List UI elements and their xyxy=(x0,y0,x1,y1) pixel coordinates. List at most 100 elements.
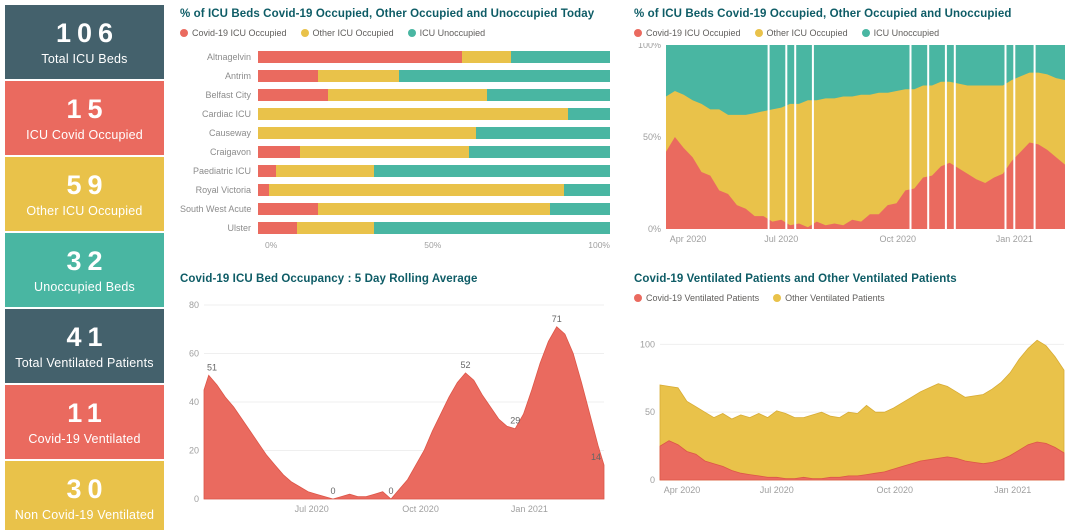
legend-item[interactable]: Covid-19 ICU Occupied xyxy=(634,28,741,38)
bar-segment-yellow[interactable] xyxy=(296,221,375,234)
category-label: Belfast City xyxy=(205,89,251,100)
bar-segment-red[interactable] xyxy=(258,88,329,101)
stacked-area-chart: 0% 50% 100% Apr 2020 Jul 2020 Oct 2020 Jan 202… xyxy=(634,40,1070,245)
legend-label: Other ICU Occupied xyxy=(766,28,848,38)
bar-row: Antrim xyxy=(180,66,610,85)
y-tick-label: 80 xyxy=(189,300,199,310)
bar-segment-teal[interactable] xyxy=(398,69,610,82)
bar-segment-yellow[interactable] xyxy=(328,88,487,101)
panel-icu-occupancy-rolling: Covid-19 ICU Bed Occupancy : 5 Day Rolli… xyxy=(168,265,620,530)
x-tick-label: 50% xyxy=(424,240,442,250)
bar-segment-teal[interactable] xyxy=(374,164,610,177)
kpi-value: 59 xyxy=(66,170,109,200)
legend-label: ICU Unoccupied xyxy=(873,28,940,38)
bar-segment-red[interactable] xyxy=(258,145,301,158)
bar-row: Craigavon xyxy=(180,142,610,161)
legend-label: Covid-19 ICU Occupied xyxy=(646,28,741,38)
bar-segment-yellow[interactable] xyxy=(462,50,512,63)
missing-data-gap xyxy=(1013,45,1016,229)
legend-item[interactable]: Other Ventilated Patients xyxy=(773,293,885,303)
bar-segment-yellow[interactable] xyxy=(275,164,375,177)
bar-segment-teal[interactable] xyxy=(476,126,610,139)
legend-item[interactable]: Other ICU Occupied xyxy=(754,28,848,38)
category-label: Causeway xyxy=(208,127,251,138)
x-tick-label: Jul 2020 xyxy=(760,485,794,495)
kpi-label: Non Covid-19 Ventilated xyxy=(14,508,155,522)
kpi-card[interactable]: 41 Total Ventilated Patients xyxy=(5,309,164,383)
missing-data-gap xyxy=(953,45,956,229)
category-label: Ulster xyxy=(227,222,251,233)
area-covid-ventilated[interactable] xyxy=(659,440,1065,481)
stacked-bar xyxy=(258,69,610,82)
legend-label: ICU Unoccupied xyxy=(419,28,486,38)
legend-dot-icon xyxy=(180,29,188,37)
bar-segment-red[interactable] xyxy=(258,50,463,63)
stacked-bar xyxy=(258,88,610,101)
legend-item[interactable]: Covid-19 ICU Occupied xyxy=(180,28,287,38)
bar-segment-red[interactable] xyxy=(258,202,318,215)
chart-title: % of ICU Beds Covid-19 Occupied, Other O… xyxy=(634,8,1012,20)
kpi-card[interactable]: 32 Unoccupied Beds xyxy=(5,233,164,307)
bar-segment-red[interactable] xyxy=(258,164,276,177)
bar-segment-teal[interactable] xyxy=(374,221,610,234)
bar-segment-teal[interactable] xyxy=(469,145,610,158)
bar-segment-yellow[interactable] xyxy=(258,126,477,139)
area-covid-occupied[interactable] xyxy=(666,137,1065,229)
y-tick-label: 40 xyxy=(189,397,199,407)
bar-segment-teal[interactable] xyxy=(486,88,610,101)
bar-segment-red[interactable] xyxy=(258,221,297,234)
x-tick-label: Oct 2020 xyxy=(876,485,913,495)
x-tick-label: Apr 2020 xyxy=(664,485,701,495)
legend-dot-icon xyxy=(773,294,782,302)
legend-item[interactable]: Other ICU Occupied xyxy=(300,28,394,38)
bar-segment-teal[interactable] xyxy=(550,202,610,215)
stacked-area-plot[interactable]: 0% 50% 100% Apr 2020 Jul 2020 Oct 2020 Jan 202… xyxy=(634,40,1070,245)
bar-segment-yellow[interactable] xyxy=(317,202,551,215)
legend-label: Other ICU Occupied xyxy=(312,28,394,38)
x-tick-label: 100% xyxy=(588,240,610,250)
rolling-average-plot[interactable]: 0 20 40 60 80 51 0 0 52 29 71 14 Jul 2020 Oct 2020 Jan… xyxy=(180,289,610,517)
missing-data-gap xyxy=(794,45,797,229)
bar-segment-yellow[interactable] xyxy=(258,107,568,120)
chart-title: % of ICU Beds Covid-19 Occupied, Other O… xyxy=(180,8,595,20)
kpi-card[interactable]: 11 Covid-19 Ventilated xyxy=(5,385,164,459)
kpi-label: Unoccupied Beds xyxy=(34,280,135,294)
ventilated-plot[interactable]: 0 50 100 Apr 2020 Jul 2020 Oct 2020 Jan 2021 xyxy=(634,318,1070,498)
legend-dot-icon xyxy=(634,294,642,302)
bar-segment-yellow[interactable] xyxy=(268,183,565,196)
kpi-label: Total ICU Beds xyxy=(41,52,128,66)
kpi-value: 32 xyxy=(66,246,109,276)
bar-segment-red[interactable] xyxy=(258,69,318,82)
legend-dot-icon xyxy=(861,29,870,37)
legend: Covid-19 Ventilated Patients Other Ventil… xyxy=(634,292,1070,304)
y-tick-label: 50% xyxy=(643,132,661,142)
kpi-value: 11 xyxy=(67,398,108,428)
category-label: Antrim xyxy=(224,70,251,81)
kpi-card[interactable]: 30 Non Covid-19 Ventilated xyxy=(5,461,164,530)
legend-item[interactable]: ICU Unoccupied xyxy=(861,28,940,38)
missing-data-gap xyxy=(767,45,770,229)
kpi-label: Total Ventilated Patients xyxy=(15,356,154,370)
stacked-bar xyxy=(258,107,610,120)
bar-segment-yellow[interactable] xyxy=(317,69,399,82)
bar-segment-teal[interactable] xyxy=(511,50,610,63)
legend-item[interactable]: Covid-19 Ventilated Patients xyxy=(634,293,759,303)
kpi-card[interactable]: 59 Other ICU Occupied xyxy=(5,157,164,231)
ventilated-chart: 0 50 100 Apr 2020 Jul 2020 Oct 2020 Jan 2021 xyxy=(634,318,1070,498)
bar-segment-teal[interactable] xyxy=(567,107,610,120)
area-other-ventilated[interactable] xyxy=(659,339,1065,481)
legend-item[interactable]: ICU Unoccupied xyxy=(407,28,486,38)
bar-segment-yellow[interactable] xyxy=(300,145,470,158)
x-tick-label: Jul 2020 xyxy=(764,234,798,244)
bar-segment-red[interactable] xyxy=(258,183,269,196)
kpi-card[interactable]: 106 Total ICU Beds xyxy=(5,5,164,79)
category-label: Paediatric ICU xyxy=(192,165,251,176)
area-covid-occupancy[interactable] xyxy=(203,326,605,500)
legend-label: Other Ventilated Patients xyxy=(785,293,885,303)
rolling-average-chart: 0 20 40 60 80 51 0 0 52 29 71 14 Jul 2020 Oct 2020 Jan… xyxy=(180,289,610,517)
bar-segment-teal[interactable] xyxy=(564,183,610,196)
legend-dot-icon xyxy=(300,29,309,37)
kpi-card[interactable]: 15 ICU Covid Occupied xyxy=(5,81,164,155)
bar-row: Royal Victoria xyxy=(180,180,610,199)
missing-data-gap xyxy=(927,45,930,229)
